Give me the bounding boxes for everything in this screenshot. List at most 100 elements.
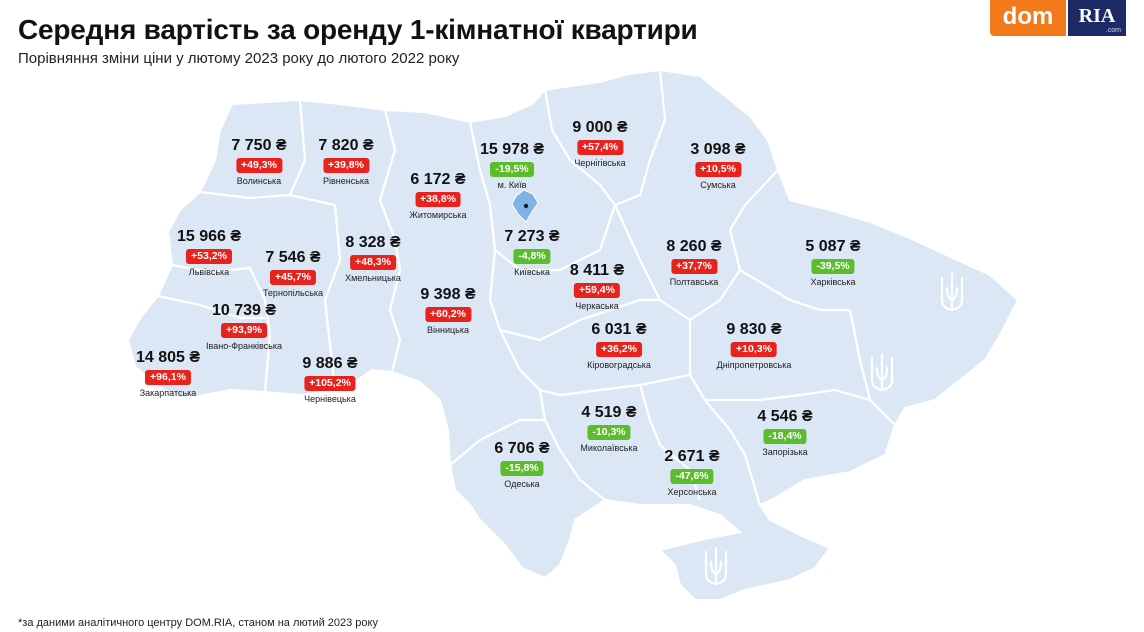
region-change-badge: +39,8% (323, 158, 369, 173)
page-subtitle: Порівняння зміни ціни у лютому 2023 року… (18, 50, 460, 67)
region-price: 7 546 ₴ (265, 249, 321, 266)
trident-icon (870, 352, 894, 392)
region-price: 14 805 ₴ (135, 349, 201, 366)
region-name: Чернівецька (304, 394, 356, 404)
oblast-borders (157, 69, 896, 506)
region-label-kyiv-city: 15 978 ₴ -19,5% м. Київ (480, 140, 544, 191)
region-price: 4 546 ₴ (757, 408, 813, 425)
region-label-dnipropetrovska: 9 830 ₴ +10,3% Дніпропетровська (717, 320, 792, 371)
region-label-rivnenska: 7 820 ₴ +39,8% Рівненська (318, 136, 373, 187)
page-title: Середня вартість за оренду 1-кімнатної к… (18, 14, 698, 45)
region-name: Одеська (504, 479, 540, 489)
region-name: Київська (514, 267, 550, 277)
region-label-kirovohradska: 6 031 ₴ +36,2% Кіровоградська (587, 320, 651, 371)
region-name: Херсонська (667, 487, 717, 497)
region-name: Кіровоградська (587, 360, 651, 370)
region-label-kharkivska: 5 087 ₴ -39,5% Харківська (805, 237, 860, 288)
region-change-badge: +105,2% (304, 376, 356, 391)
region-price: 9 398 ₴ (420, 286, 476, 303)
trident-icon (940, 272, 964, 312)
region-change-badge: +49,3% (236, 158, 282, 173)
trident-icon (704, 546, 728, 586)
region-name: Волинська (236, 176, 282, 186)
region-name: Чернігівська (574, 158, 626, 168)
region-name: Вінницька (427, 325, 469, 335)
region-label-chernivetska: 9 886 ₴ +105,2% Чернівецька (302, 354, 357, 405)
region-change-badge: +96,1% (145, 370, 191, 385)
region-change-badge: -15,8% (500, 461, 544, 476)
region-price: 9 886 ₴ (302, 355, 358, 372)
region-price: 3 098 ₴ (690, 141, 746, 158)
region-name: Сумська (700, 180, 736, 190)
region-change-badge: +10,5% (695, 162, 741, 177)
region-change-badge: +93,9% (221, 323, 267, 338)
region-change-badge: -10,3% (587, 425, 631, 440)
logo-ria-text: RIA (1078, 5, 1116, 27)
region-change-badge: +10,3% (731, 342, 777, 357)
region-price: 9 000 ₴ (572, 119, 628, 136)
region-label-mykolaivska: 4 519 ₴ -10,3% Миколаївська (580, 403, 637, 454)
region-name: Полтавська (669, 277, 719, 287)
region-price: 10 739 ₴ (211, 302, 277, 319)
region-price: 5 087 ₴ (805, 238, 861, 255)
region-label-cherkaska: 8 411 ₴ +59,4% Черкаська (570, 261, 624, 312)
region-change-badge: +59,4% (574, 283, 620, 298)
region-label-khersonska: 2 671 ₴ -47,6% Херсонська (664, 447, 719, 498)
region-price: 6 031 ₴ (591, 321, 647, 338)
region-label-poltavska: 8 260 ₴ +37,7% Полтавська (666, 237, 721, 288)
region-name: Львівська (188, 267, 230, 277)
region-name: Тернопільська (262, 288, 324, 298)
region-name: Харківська (810, 277, 856, 287)
region-change-badge: -18,4% (763, 429, 807, 444)
region-price: 15 978 ₴ (479, 141, 545, 158)
region-change-badge: +48,3% (350, 255, 396, 270)
region-price: 6 172 ₴ (410, 171, 466, 188)
region-label-ivano-frankivska: 10 739 ₴ +93,9% Івано-Франківська (206, 301, 282, 352)
region-label-vinnytska: 9 398 ₴ +60,2% Вінницька (420, 285, 475, 336)
region-price: 8 411 ₴ (569, 262, 625, 279)
region-label-zhytomyrska: 6 172 ₴ +38,8% Житомирська (410, 170, 467, 221)
region-change-badge: +53,2% (186, 249, 232, 264)
logo-ria-part: RIA .com (1068, 0, 1126, 36)
region-price: 15 966 ₴ (176, 228, 242, 245)
region-price: 2 671 ₴ (664, 448, 720, 465)
region-price: 9 830 ₴ (726, 321, 782, 338)
region-change-badge: +45,7% (270, 270, 316, 285)
region-label-chernihivska: 9 000 ₴ +57,4% Чернігівська (572, 118, 627, 169)
region-change-badge: +38,8% (415, 192, 461, 207)
region-change-badge: +37,7% (671, 259, 717, 274)
region-label-lvivska: 15 966 ₴ +53,2% Львівська (177, 227, 241, 278)
region-name: Дніпропетровська (716, 360, 792, 370)
region-change-badge: +57,4% (577, 140, 623, 155)
region-label-ternopilska: 7 546 ₴ +45,7% Тернопільська (263, 248, 323, 299)
region-price: 7 273 ₴ (504, 228, 560, 245)
region-name: Миколаївська (580, 443, 638, 453)
region-change-badge: -39,5% (811, 259, 855, 274)
region-label-odeska: 6 706 ₴ -15,8% Одеська (494, 439, 549, 490)
region-change-badge: +36,2% (596, 342, 642, 357)
region-name: Рівненська (322, 176, 370, 186)
footnote: *за даними аналітичного центру DOM.RIA, … (18, 617, 378, 629)
region-label-kyivska: 7 273 ₴ -4,8% Київська (504, 227, 559, 278)
region-label-volynska: 7 750 ₴ +49,3% Волинська (231, 136, 286, 187)
dom-ria-logo[interactable]: dom RIA .com (990, 0, 1126, 36)
region-change-badge: +60,2% (425, 307, 471, 322)
region-price: 6 706 ₴ (494, 440, 550, 457)
region-name: Житомирська (409, 210, 467, 220)
region-label-khmelnytska: 8 328 ₴ +48,3% Хмельницька (345, 233, 401, 284)
kyiv-city-dot (523, 203, 529, 209)
region-name: м. Київ (497, 180, 527, 190)
logo-dom-part: dom (990, 0, 1066, 36)
region-label-sumska: 3 098 ₴ +10,5% Сумська (690, 140, 745, 191)
region-name: Запорізька (762, 447, 808, 457)
region-label-zaporizka: 4 546 ₴ -18,4% Запорізька (757, 407, 812, 458)
region-name: Черкаська (575, 301, 619, 311)
region-label-zakarpatska: 14 805 ₴ +96,1% Закарпатська (136, 348, 200, 399)
region-price: 7 750 ₴ (231, 137, 287, 154)
region-name: Хмельницька (345, 273, 401, 283)
region-price: 8 260 ₴ (666, 238, 722, 255)
region-change-badge: -47,6% (670, 469, 714, 484)
region-name: Івано-Франківська (206, 341, 282, 351)
region-name: Закарпатська (139, 388, 197, 398)
